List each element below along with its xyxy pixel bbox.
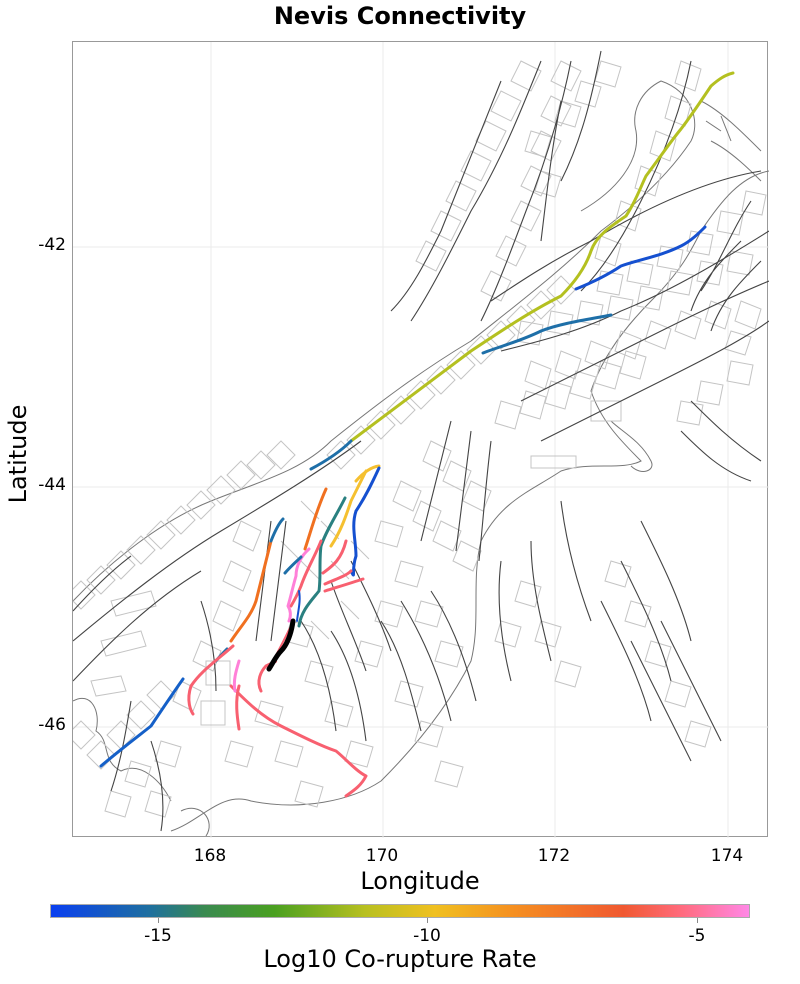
fault-nevis — [266, 618, 296, 672]
colorbar-label: Log10 Co-rupture Rate — [263, 945, 537, 973]
colorbar-tick-mark — [697, 918, 698, 923]
coastline — [73, 80, 769, 837]
colorbar-tick-mark — [158, 918, 159, 923]
connected-faults — [99, 71, 735, 798]
fault-wairau — [574, 225, 707, 291]
fault-orange-central — [303, 487, 328, 551]
fault-map — [73, 42, 769, 838]
colorbar-tick-label: -10 — [413, 926, 441, 946]
fault-salmon-3 — [323, 569, 365, 593]
colorbar-tick-mark — [427, 918, 428, 923]
x-tick-label: 168 — [193, 846, 227, 866]
y-tick-label: -42 — [38, 235, 66, 255]
y-axis-label: Latitude — [4, 404, 32, 504]
x-tick-label: 172 — [537, 846, 571, 866]
fault-alpine — [349, 71, 735, 443]
colorbar-tick-label: -5 — [688, 926, 706, 946]
fault-pink-2 — [232, 659, 241, 693]
x-tick-label: 174 — [710, 846, 744, 866]
fault-blue-small — [283, 555, 303, 575]
y-tick-label: -46 — [38, 715, 66, 735]
fault-salmon-4 — [235, 684, 241, 731]
fault-salmon-west — [187, 644, 235, 716]
gridlines — [73, 42, 769, 838]
fault-pink-1 — [286, 547, 311, 623]
map-plot-area — [72, 41, 769, 838]
fault-clarence — [481, 313, 613, 355]
colorbar-tick-label: -15 — [144, 926, 172, 946]
fault-blue-west — [269, 517, 285, 543]
y-tick-label: -44 — [38, 475, 66, 495]
fault-teal — [297, 496, 347, 628]
fault-fiordland — [99, 677, 185, 768]
fault-blue-small-2 — [296, 590, 301, 622]
fault-alpine-south — [309, 439, 353, 471]
chart-title: Nevis Connectivity — [273, 2, 527, 30]
fault-traces — [73, 50, 769, 832]
fault-salmon-south — [229, 684, 368, 798]
fault-salmon-2 — [321, 539, 348, 575]
fault-yellow — [329, 464, 381, 548]
fault-orange-west — [229, 539, 273, 643]
x-axis-label: Longitude — [360, 867, 480, 895]
fault-salmon-1 — [289, 539, 323, 608]
colorbar — [50, 904, 750, 918]
x-tick-label: 170 — [365, 846, 399, 866]
fault-blue-right — [349, 466, 381, 577]
